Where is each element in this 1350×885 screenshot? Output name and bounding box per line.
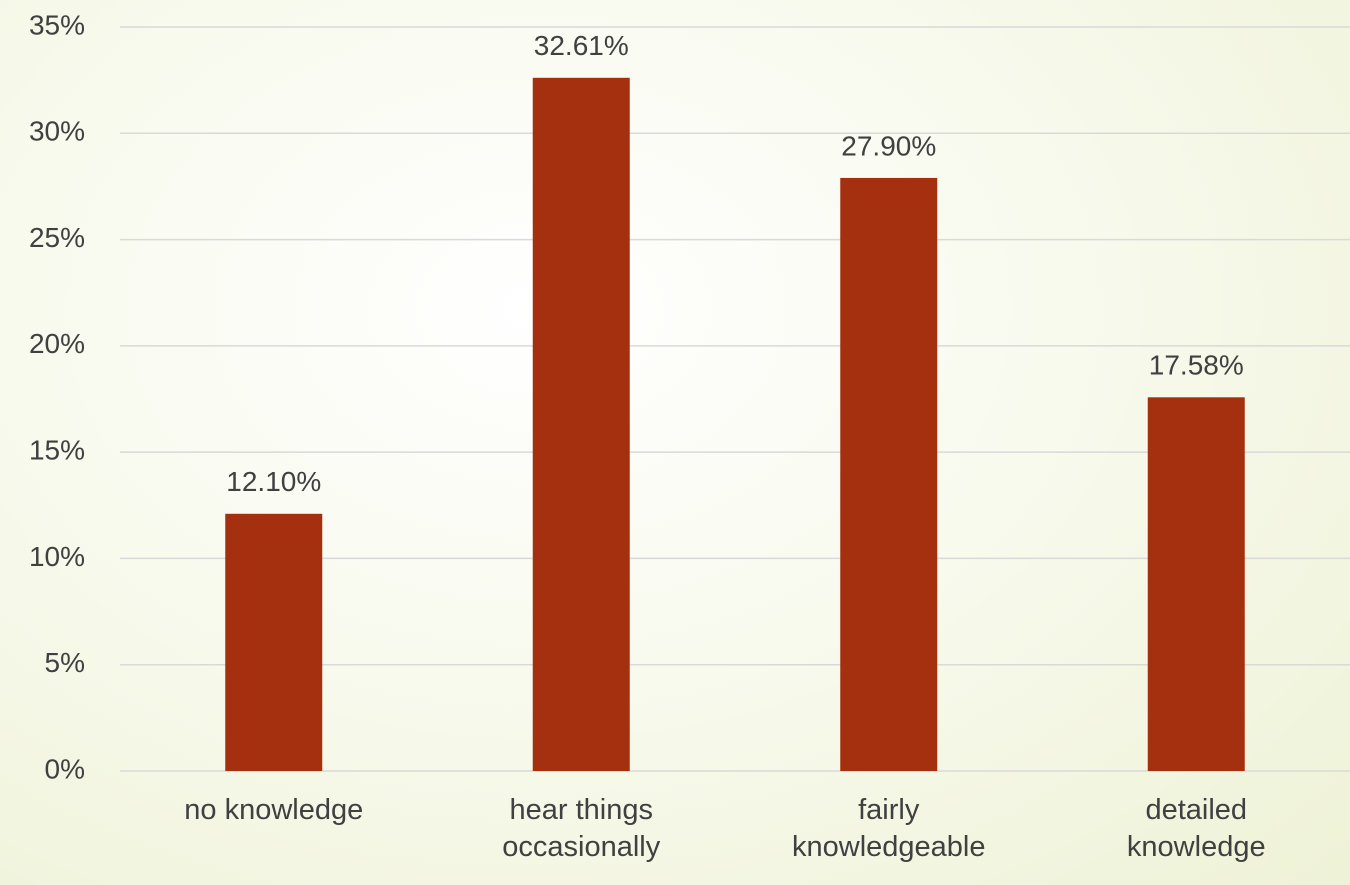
bar — [1147, 397, 1245, 771]
y-tick-label: 30% — [29, 116, 85, 147]
y-tick-label: 20% — [29, 328, 85, 359]
y-tick-label: 25% — [29, 222, 85, 253]
x-tick-label: hear things occasionally — [502, 794, 661, 863]
value-label: 17.58% — [1149, 350, 1244, 381]
x-tick-label: fairly knowledgeable — [792, 794, 986, 863]
y-tick-label: 0% — [45, 753, 85, 784]
value-label: 32.61% — [534, 30, 629, 61]
bar — [225, 513, 323, 771]
value-label: 27.90% — [841, 130, 936, 161]
bar — [840, 177, 938, 771]
y-tick-label: 35% — [29, 9, 85, 40]
y-tick-label: 5% — [45, 647, 85, 678]
x-tick-label: no knowledge — [184, 794, 364, 826]
y-tick-label: 10% — [29, 541, 85, 572]
x-tick-label: detailed knowledge — [1126, 794, 1266, 863]
bar — [532, 77, 630, 772]
value-label: 12.10% — [226, 466, 321, 497]
y-tick-label: 15% — [29, 435, 85, 466]
